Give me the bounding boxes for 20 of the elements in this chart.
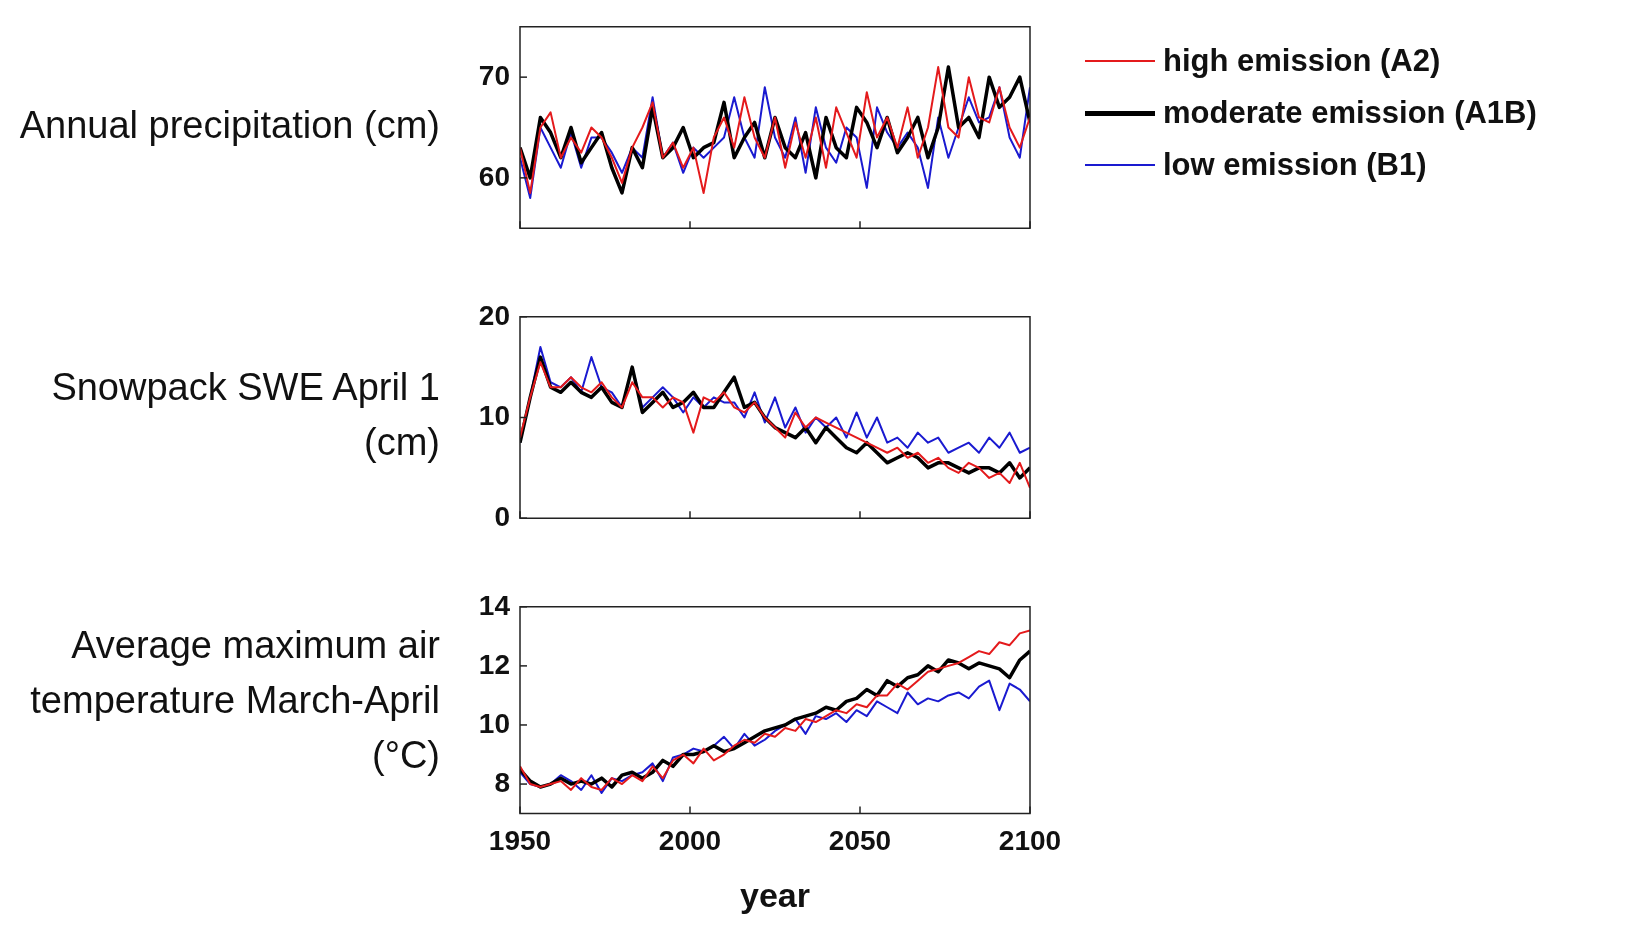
y-tick-label: 14 [478, 589, 511, 621]
x-tick-label: 2000 [658, 825, 722, 857]
y-axis-title: Snowpack SWE April 1 (cm) [50, 365, 440, 466]
y-tick-label: 20 [478, 299, 510, 331]
x-axis-title: year [740, 875, 810, 914]
x-tick-label: 2050 [828, 825, 892, 857]
y-axis-title: Annual precipitation (cm) [18, 102, 440, 148]
y-tick-label: 60 [478, 160, 510, 192]
y-tick-label: 70 [478, 59, 510, 91]
legend-label: low emission (B1) [1163, 147, 1427, 183]
y-axis-title: Average maximum air temperature March-April (°C) [29, 622, 440, 778]
x-tick-label: 2100 [998, 825, 1062, 857]
x-tick-label: 1950 [488, 825, 552, 857]
y-tick-label: 10 [478, 400, 510, 432]
y-tick-label: 8 [494, 766, 510, 798]
legend-label: moderate emission (A1B) [1163, 95, 1537, 131]
legend-label: high emission (A2) [1163, 43, 1441, 79]
y-tick-label: 10 [478, 707, 510, 739]
y-tick-label: 0 [494, 500, 510, 532]
y-tick-label: 12 [478, 648, 510, 680]
